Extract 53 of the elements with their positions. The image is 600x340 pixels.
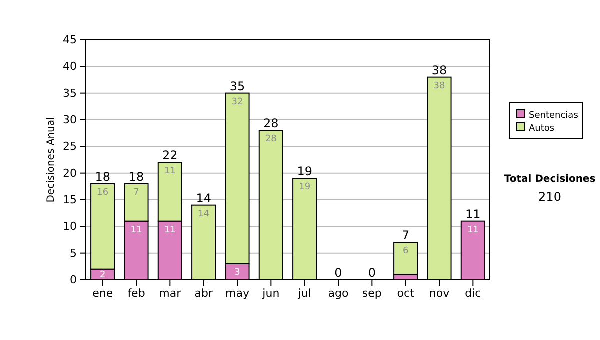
y-tick-label: 45 [63,34,77,47]
data-label: 38 [434,81,446,92]
data-label: 6 [402,246,409,257]
total-label: 35 [230,79,246,94]
y-tick-label: 20 [63,166,77,180]
data-label: 28 [265,134,278,145]
data-label: 14 [198,209,210,220]
total-label: 18 [128,170,144,184]
y-tick-label: 40 [63,60,77,74]
data-label: 11 [467,225,479,236]
y-tick-label: 5 [70,246,77,260]
total-label: 18 [95,170,110,184]
total-label: 19 [297,164,312,179]
x-tick-label: abr [194,286,214,300]
x-tick-label: jul [297,286,312,300]
data-label: 32 [232,97,244,108]
y-tick-label: 35 [63,86,77,100]
y-tick-label: 25 [63,140,77,154]
total-label: 7 [402,228,410,243]
data-label: 3 [234,268,240,278]
x-tick-label: may [226,286,250,300]
total-label: 0 [368,266,376,280]
data-label: 16 [97,188,109,198]
total-label: 0 [334,266,342,280]
y-tick-label: 30 [63,114,77,127]
legend-label: Autos [529,124,555,134]
x-tick-label: jun [262,286,280,300]
data-label: 7 [134,188,140,198]
total-label: 28 [264,116,279,131]
data-label: 11 [164,225,176,236]
total-label: 22 [162,148,178,163]
data-label: 11 [130,225,142,236]
y-tick-label: 0 [70,274,77,287]
x-tick-label: feb [128,286,146,300]
y-tick-label: 15 [63,194,77,207]
x-tick-label: oct [397,286,416,300]
x-tick-label: mar [159,286,182,300]
text: 210 [538,190,562,204]
total-label: 11 [466,207,481,222]
x-tick-label: ene [92,286,114,300]
total-label: 38 [432,63,448,78]
x-tick-label: nov [429,286,450,300]
y-tick-label: 10 [63,220,77,234]
data-label: 19 [299,182,311,193]
legend-label: Sentencias [529,111,579,121]
x-tick-label: ago [328,286,349,300]
total-label: 14 [196,191,212,206]
x-tick-label: dic [465,286,482,300]
data-label: 11 [164,166,176,177]
text: Total Decisiones [504,174,596,185]
y-axis-title: Decisiones Anual [46,117,57,203]
data-label: 2 [100,270,106,281]
x-tick-label: sep [362,286,382,300]
